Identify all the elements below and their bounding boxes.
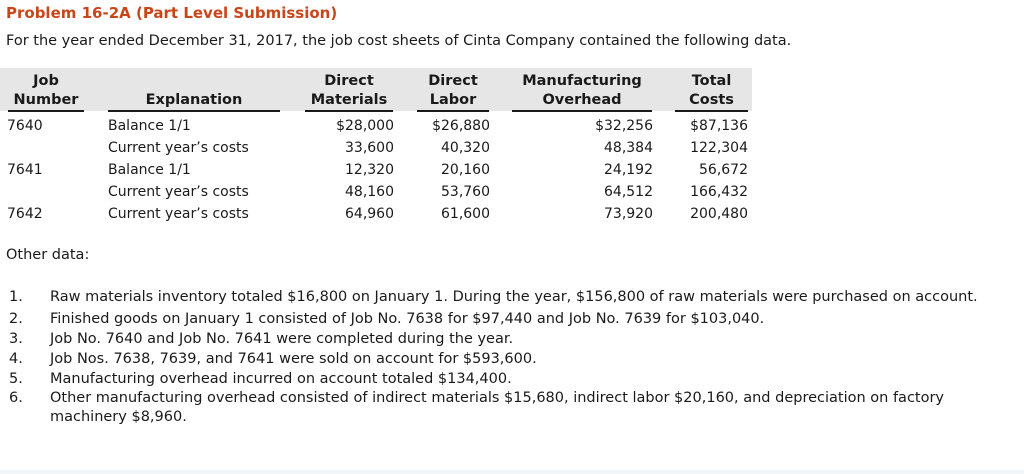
manufacturing-overhead: 64,512 xyxy=(604,184,653,200)
header-text: Explanation xyxy=(108,91,280,112)
job-number: 7642 xyxy=(7,206,43,222)
header-direct-labor: Direct Labor xyxy=(417,72,489,112)
total-costs: 122,304 xyxy=(690,140,748,156)
total-costs: $87,136 xyxy=(690,118,748,134)
explanation: Balance 1/1 xyxy=(108,118,191,134)
list-number: 2. xyxy=(9,311,23,327)
list-item: 4. Job Nos. 7638, 7639, and 7641 were so… xyxy=(0,349,1010,369)
direct-materials: 64,960 xyxy=(345,206,394,222)
header-text: Number xyxy=(8,91,84,112)
header-explanation: Explanation xyxy=(108,72,280,112)
direct-labor: $26,880 xyxy=(432,118,490,134)
manufacturing-overhead: 48,384 xyxy=(604,140,653,156)
job-number: 7640 xyxy=(7,118,43,134)
direct-labor: 53,760 xyxy=(441,184,490,200)
total-costs: 166,432 xyxy=(690,184,748,200)
list-number: 1. xyxy=(9,289,23,305)
list-text: Raw materials inventory totaled $16,800 … xyxy=(50,289,978,305)
table-header-band xyxy=(0,68,752,111)
list-item: 6. Other manufacturing overhead consiste… xyxy=(0,389,1010,427)
manufacturing-overhead: 73,920 xyxy=(604,206,653,222)
job-number: 7641 xyxy=(7,162,43,178)
explanation: Current year’s costs xyxy=(108,184,249,200)
explanation: Current year’s costs xyxy=(108,140,249,156)
header-text: Manufacturing xyxy=(522,73,642,89)
list-text: Other manufacturing overhead consisted o… xyxy=(50,390,945,425)
list-item: 5. Manufacturing overhead incurred on ac… xyxy=(0,369,1010,389)
header-manufacturing-overhead: Manufacturing Overhead xyxy=(512,72,652,112)
list-item: 3. Job No. 7640 and Job No. 7641 were co… xyxy=(0,329,1010,349)
direct-materials: 12,320 xyxy=(345,162,394,178)
list-text: Job Nos. 7638, 7639, and 7641 were sold … xyxy=(50,351,537,367)
list-item: 1. Raw materials inventory totaled $16,8… xyxy=(0,288,1010,307)
header-text: Direct xyxy=(324,73,374,89)
other-data-list: 1. Raw materials inventory totaled $16,8… xyxy=(0,288,1010,427)
header-text: Materials xyxy=(305,91,393,112)
header-direct-materials: Direct Materials xyxy=(305,72,393,112)
header-text: Costs xyxy=(675,91,748,112)
direct-materials: 48,160 xyxy=(345,184,394,200)
explanation: Balance 1/1 xyxy=(108,162,191,178)
list-text: Manufacturing overhead incurred on accou… xyxy=(50,371,512,387)
problem-intro: For the year ended December 31, 2017, th… xyxy=(6,33,792,49)
header-text: Direct xyxy=(428,73,478,89)
problem-title: Problem 16-2A (Part Level Submission) xyxy=(6,4,338,22)
list-number: 3. xyxy=(9,331,23,347)
list-number: 6. xyxy=(9,390,23,406)
direct-materials: $28,000 xyxy=(336,118,394,134)
list-number: 4. xyxy=(9,351,23,367)
header-text: Labor xyxy=(417,91,489,112)
total-costs: 200,480 xyxy=(690,206,748,222)
header-text: Overhead xyxy=(512,91,652,112)
header-total-costs: Total Costs xyxy=(675,72,748,112)
explanation: Current year’s costs xyxy=(108,206,249,222)
list-number: 5. xyxy=(9,371,23,387)
header-job-number: Job Number xyxy=(8,72,84,112)
total-costs: 56,672 xyxy=(699,162,748,178)
direct-labor: 20,160 xyxy=(441,162,490,178)
direct-labor: 40,320 xyxy=(441,140,490,156)
bottom-divider xyxy=(0,470,1024,474)
list-text: Finished goods on January 1 consisted of… xyxy=(50,311,765,327)
list-text: Job No. 7640 and Job No. 7641 were compl… xyxy=(50,331,514,347)
list-item: 2. Finished goods on January 1 consisted… xyxy=(0,309,1010,329)
direct-labor: 61,600 xyxy=(441,206,490,222)
header-text: Job xyxy=(33,73,59,89)
header-text: Total xyxy=(691,73,732,89)
manufacturing-overhead: $32,256 xyxy=(595,118,653,134)
manufacturing-overhead: 24,192 xyxy=(604,162,653,178)
direct-materials: 33,600 xyxy=(345,140,394,156)
other-data-label: Other data: xyxy=(6,247,90,263)
